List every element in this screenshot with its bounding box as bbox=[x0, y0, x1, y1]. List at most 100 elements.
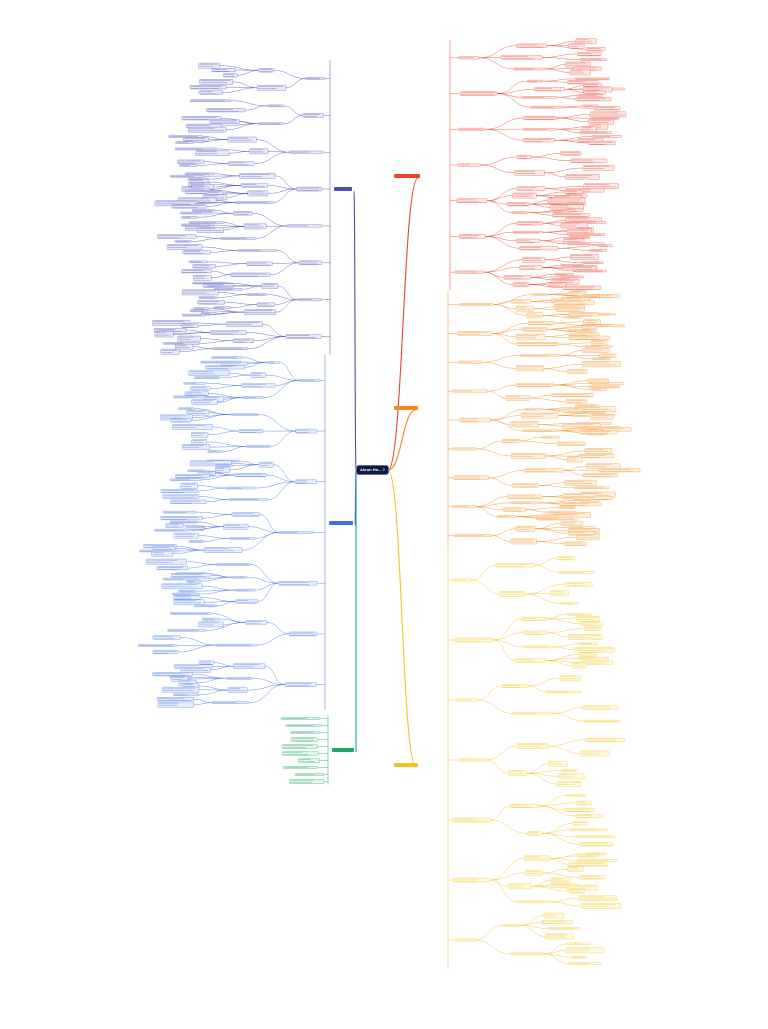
subtopic-node[interactable] bbox=[181, 483, 198, 488]
subtopic-node[interactable] bbox=[215, 467, 229, 472]
subtopic-node[interactable] bbox=[262, 283, 278, 288]
subtopic-node[interactable] bbox=[516, 366, 544, 371]
subtopic-node[interactable] bbox=[572, 663, 587, 668]
subtopic-node[interactable] bbox=[567, 457, 582, 462]
subtopic-node[interactable] bbox=[557, 781, 581, 786]
subtopic-node[interactable] bbox=[167, 244, 202, 249]
subtopic-node[interactable] bbox=[584, 319, 601, 324]
subtopic-node[interactable] bbox=[187, 410, 209, 415]
subtopic-node[interactable] bbox=[506, 395, 530, 400]
subtopic-node[interactable] bbox=[565, 480, 597, 485]
subtopic-node[interactable] bbox=[584, 184, 619, 189]
subtopic-node[interactable] bbox=[155, 332, 174, 337]
subtopic-node[interactable] bbox=[516, 306, 534, 311]
subtopic-node[interactable] bbox=[511, 453, 545, 458]
subtopic-node[interactable] bbox=[198, 63, 219, 68]
subtopic-node[interactable] bbox=[508, 771, 527, 776]
subtopic-node[interactable] bbox=[565, 174, 599, 179]
subtopic-node[interactable] bbox=[240, 173, 276, 178]
subtopic-node[interactable] bbox=[197, 227, 223, 232]
subtopic-node[interactable] bbox=[158, 702, 194, 707]
subtopic-node[interactable] bbox=[576, 616, 599, 621]
subtopic-node[interactable] bbox=[586, 463, 620, 468]
subtopic-node[interactable] bbox=[204, 548, 242, 553]
subtopic-node[interactable] bbox=[191, 432, 208, 437]
subtopic-node[interactable] bbox=[521, 413, 558, 418]
branch-label-blue[interactable] bbox=[329, 521, 353, 525]
subtopic-node[interactable] bbox=[500, 592, 525, 597]
subtopic-node[interactable] bbox=[175, 344, 193, 349]
subtopic-node[interactable] bbox=[192, 400, 218, 405]
subtopic-node[interactable] bbox=[162, 584, 203, 589]
subtopic-node[interactable] bbox=[257, 85, 286, 90]
subtopic-node[interactable] bbox=[192, 439, 207, 444]
subtopic-node[interactable] bbox=[233, 664, 265, 669]
subtopic-node[interactable] bbox=[583, 165, 614, 170]
subtopic-node[interactable] bbox=[548, 761, 567, 766]
subtopic-node[interactable] bbox=[579, 896, 617, 901]
subtopic-node[interactable] bbox=[228, 137, 257, 142]
subtopic-node[interactable] bbox=[570, 70, 591, 75]
subtopic-node[interactable] bbox=[525, 870, 543, 875]
subtopic-node[interactable] bbox=[590, 112, 626, 117]
subtopic-node[interactable] bbox=[569, 635, 602, 640]
subtopic-node[interactable] bbox=[162, 687, 199, 692]
subtopic-node[interactable] bbox=[198, 622, 223, 627]
subtopic-node[interactable] bbox=[545, 934, 573, 939]
subtopic-node[interactable] bbox=[568, 867, 584, 872]
subtopic-node[interactable] bbox=[569, 43, 584, 48]
subtopic-node[interactable] bbox=[508, 884, 531, 889]
subtopic-node[interactable] bbox=[550, 591, 568, 596]
subtopic-node[interactable] bbox=[567, 229, 592, 234]
subtopic-node[interactable] bbox=[510, 539, 536, 544]
subtopic-node[interactable] bbox=[248, 191, 268, 196]
subtopic-node[interactable] bbox=[580, 751, 609, 756]
subtopic-node[interactable] bbox=[582, 127, 597, 132]
subtopic-node[interactable] bbox=[523, 257, 546, 262]
subtopic-node[interactable] bbox=[551, 878, 571, 883]
subtopic-node[interactable] bbox=[174, 533, 199, 538]
subtopic-node[interactable] bbox=[178, 336, 201, 341]
subtopic-node[interactable] bbox=[589, 119, 614, 124]
subtopic-node[interactable] bbox=[228, 687, 247, 692]
subtopic-node[interactable] bbox=[161, 349, 180, 354]
subtopic-node[interactable] bbox=[591, 340, 607, 345]
subtopic-node[interactable] bbox=[174, 600, 205, 605]
branch-label-yellow[interactable] bbox=[394, 763, 418, 767]
subtopic-node[interactable] bbox=[511, 422, 539, 427]
subtopic-node[interactable] bbox=[582, 362, 620, 367]
subtopic-node[interactable] bbox=[146, 559, 186, 564]
subtopic-node[interactable] bbox=[560, 676, 581, 681]
subtopic-node[interactable] bbox=[259, 462, 273, 467]
subtopic-node[interactable] bbox=[250, 149, 269, 154]
subtopic-node[interactable] bbox=[514, 170, 544, 175]
subtopic-node[interactable] bbox=[181, 667, 211, 672]
subtopic-node[interactable] bbox=[172, 424, 213, 429]
subtopic-node[interactable] bbox=[223, 524, 248, 529]
subtopic-node[interactable] bbox=[524, 856, 550, 861]
branch-label-green[interactable] bbox=[332, 748, 354, 752]
subtopic-node[interactable] bbox=[194, 275, 212, 280]
branch-label-red[interactable] bbox=[394, 174, 420, 178]
subtopic-node[interactable] bbox=[152, 551, 173, 556]
central-topic-node[interactable]: Akron Ho... ? bbox=[357, 466, 388, 474]
subtopic-node[interactable] bbox=[513, 193, 537, 198]
subtopic-node[interactable] bbox=[182, 290, 219, 295]
subtopic-node[interactable] bbox=[196, 151, 229, 156]
subtopic-node[interactable] bbox=[565, 62, 591, 67]
subtopic-node[interactable] bbox=[576, 535, 599, 540]
subtopic-node[interactable] bbox=[575, 647, 615, 652]
subtopic-node[interactable] bbox=[591, 414, 613, 419]
branch-label-orange[interactable] bbox=[394, 406, 418, 410]
subtopic-node[interactable] bbox=[244, 310, 275, 315]
subtopic-node[interactable] bbox=[182, 444, 210, 449]
subtopic-node[interactable] bbox=[244, 224, 266, 229]
subtopic-node[interactable] bbox=[581, 903, 621, 908]
subtopic-node[interactable] bbox=[188, 127, 226, 132]
subtopic-node[interactable] bbox=[559, 774, 584, 779]
branch-label-navy[interactable] bbox=[334, 187, 352, 191]
subtopic-node[interactable] bbox=[189, 371, 230, 376]
subtopic-node[interactable] bbox=[526, 313, 543, 318]
subtopic-node[interactable] bbox=[516, 526, 535, 531]
